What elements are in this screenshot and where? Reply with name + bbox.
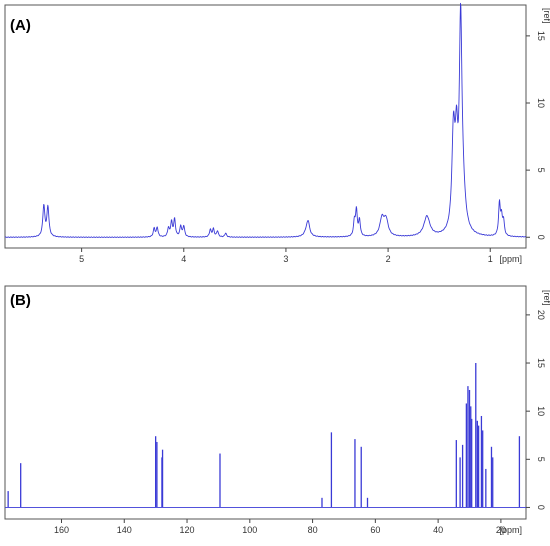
panel-b-x-tick-label: 20	[496, 525, 506, 535]
panel-b-x-unit: [ppm]	[499, 525, 522, 535]
panel-a-x-ticks: 5 4 3 2 1	[79, 248, 493, 264]
panel-a-x-unit: [ppm]	[499, 254, 522, 264]
panel-a-x-tick-label: 1	[488, 254, 493, 264]
panel-a-x-tick-label: 2	[386, 254, 391, 264]
panel-b-spectrum-peaks	[7, 363, 521, 508]
panel-b-x-ticks: 160 140 120 100 80 60 40 20	[54, 519, 506, 535]
panel-b-x-tick-label: 80	[308, 525, 318, 535]
panel-a-label: (A)	[10, 17, 31, 34]
panel-b-frame	[4, 285, 527, 520]
panel-a: (A) [ppm] [ref] 5 4 3 2 1 0 5 10 15	[4, 2, 550, 264]
panel-b-x-tick-label: 40	[433, 525, 443, 535]
panel-a-y-tick-label: 10	[536, 98, 546, 108]
panel-b-y-tick-label: 15	[536, 358, 546, 368]
panel-a-y-unit: [ref]	[542, 8, 550, 24]
panel-a-x-tick-label: 3	[283, 254, 288, 264]
panel-b-y-ticks: 0 5 10 15 20	[526, 310, 546, 510]
panel-b-x-tick-label: 60	[370, 525, 380, 535]
panel-b-x-tick-label: 100	[242, 525, 257, 535]
panel-a-y-tick-label: 5	[536, 168, 546, 173]
panel-b-x-tick-label: 120	[180, 525, 195, 535]
panel-a-x-tick-label: 5	[79, 254, 84, 264]
panel-b-x-tick-label: 160	[54, 525, 69, 535]
panel-a-spectrum-trace	[4, 2, 527, 238]
panel-b-y-tick-label: 5	[536, 457, 546, 462]
panel-b-y-tick-label: 20	[536, 310, 546, 320]
panel-b-y-unit: [ref]	[542, 290, 550, 306]
panel-a-y-tick-label: 15	[536, 31, 546, 41]
panel-b-x-tick-label: 140	[117, 525, 132, 535]
panel-a-y-tick-label: 0	[536, 235, 546, 240]
panel-b-label: (B)	[10, 292, 31, 309]
panel-b: (B) [ppm] [ref] 160 140 120 100 80 60 40 20 0 5 1…	[4, 285, 550, 535]
panel-b-y-tick-label: 0	[536, 505, 546, 510]
panel-a-frame	[4, 4, 527, 249]
panel-a-x-tick-label: 4	[181, 254, 186, 264]
panel-b-y-tick-label: 10	[536, 406, 546, 416]
panel-a-y-ticks: 0 5 10 15	[526, 31, 546, 240]
